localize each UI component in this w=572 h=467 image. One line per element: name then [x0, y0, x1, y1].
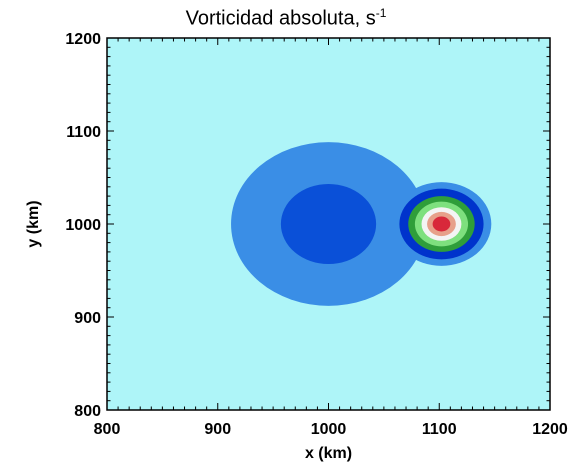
small-vortex-core — [432, 216, 451, 232]
x-axis-label: x (km) — [305, 445, 352, 462]
plot-area — [107, 38, 550, 410]
chart-title-text: Vorticidad absoluta, s — [185, 7, 376, 30]
y-tick-label: 800 — [74, 403, 101, 420]
y-tick-label: 1200 — [65, 31, 101, 48]
large-vortex-inner — [280, 184, 377, 264]
y-tick-label: 1000 — [65, 217, 101, 234]
chart-title-superscript: -1 — [375, 6, 387, 20]
y-tick-label: 1100 — [66, 124, 101, 141]
y-tick-label: 900 — [74, 310, 101, 327]
x-tick-label: 1000 — [311, 421, 347, 438]
axes: 800 900 1000 1100 1200 800 900 1000 1100 1200 — [65, 31, 567, 438]
x-tick-label: 900 — [204, 421, 231, 438]
x-tick-label: 800 — [94, 421, 121, 438]
x-tick-label: 1200 — [532, 421, 568, 438]
chart-title: Vorticidad absoluta, s-1 — [0, 6, 572, 31]
x-tick-label: 1100 — [422, 421, 457, 438]
y-axis-label: y (km) — [25, 200, 42, 247]
